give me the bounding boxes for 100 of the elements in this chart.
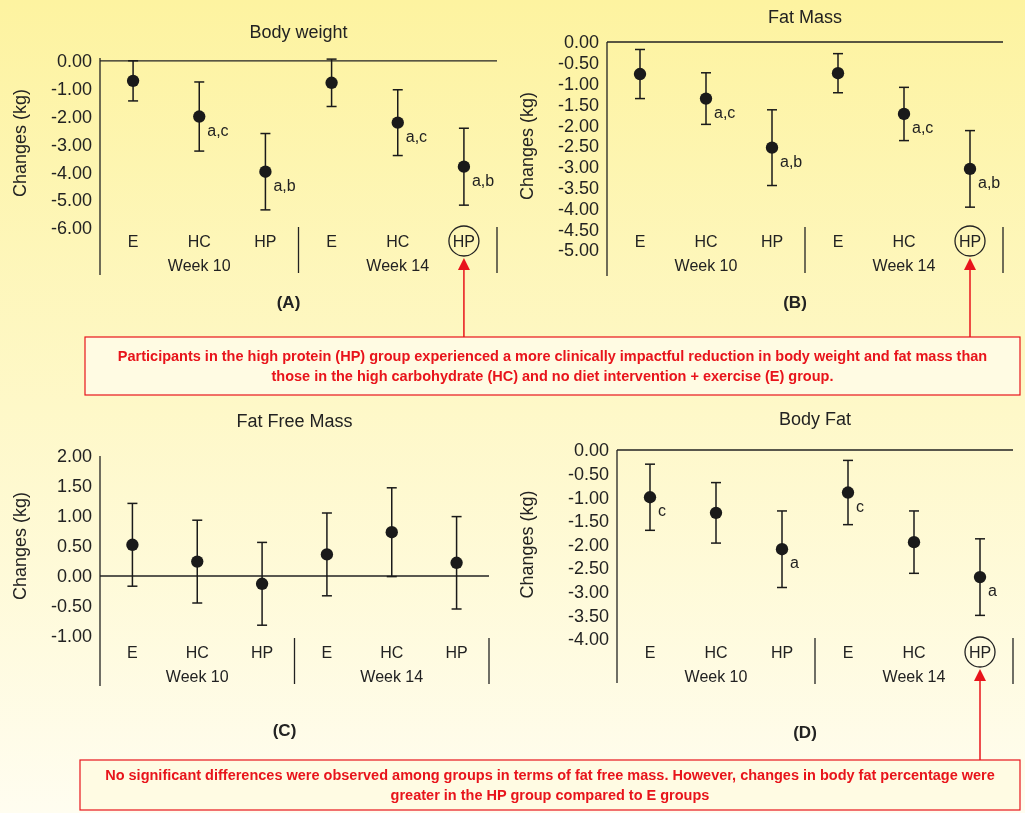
data-label: a,b: [471, 171, 495, 189]
text: Participants in the high protein (HP) group experienced a more clinically impactful reduction in body weight and fat mass than those in the high carbohydrate (HC) and no diet intervention + exercise (E) group.: [117, 348, 988, 384]
text: (B): [783, 293, 807, 312]
point: [907, 535, 921, 549]
data-label: a: [988, 582, 997, 600]
x-tick-label: E: [644, 644, 656, 661]
data-label: a,b: [273, 176, 296, 194]
x-tick-label: HP: [760, 233, 784, 250]
x-tick-label: HP: [968, 644, 992, 661]
point: [457, 160, 471, 173]
data-label: c: [658, 502, 666, 520]
y-tick-label: 0.00: [573, 440, 609, 461]
point: [963, 162, 977, 176]
x-tick-label: HC: [902, 644, 926, 661]
data-label: a,c: [912, 118, 934, 136]
x-tick-label: HC: [704, 644, 728, 661]
data-label: a,c: [207, 121, 229, 139]
x-tick-label: HP: [770, 644, 794, 661]
data-label: a,b: [978, 173, 1001, 191]
y-tick-label: 1.50: [56, 476, 92, 497]
text: Week 14: [872, 257, 936, 274]
y-tick-label: -6.00: [50, 218, 92, 239]
y-tick-label: -0.50: [50, 596, 92, 617]
data-label: c: [856, 497, 864, 515]
y-tick-label: -0.50: [557, 53, 599, 74]
x-tick-label: HC: [386, 233, 410, 250]
text: Week 14: [882, 668, 946, 685]
y-tick-label: -4.00: [567, 629, 609, 650]
chart-title: Fat Mass: [767, 7, 843, 27]
x-tick-label: HC: [185, 644, 209, 661]
point: [191, 555, 204, 568]
point: [126, 538, 139, 551]
point: [255, 577, 269, 590]
y-tick-label: -0.50: [567, 463, 609, 484]
y-axis-title: Changes (kg): [517, 91, 537, 201]
text: No significant differences were observed among groups in terms of fat free mass. However, changes in body fat percentage were greater in the HP group compared to E groups: [105, 767, 995, 803]
x-tick-label: E: [832, 233, 844, 250]
x-tick-label: HC: [380, 644, 404, 661]
y-axis-title: Changes (kg): [10, 491, 30, 601]
text: (D): [793, 723, 817, 742]
point: [973, 570, 987, 584]
data-label: a,b: [780, 152, 803, 170]
y-tick-label: -1.00: [557, 73, 599, 94]
text: Week 10: [165, 668, 229, 685]
x-tick-label: HC: [892, 233, 916, 250]
y-tick-label: -4.00: [557, 198, 599, 219]
x-tick-label: HP: [254, 233, 277, 250]
y-tick-label: -3.00: [50, 134, 92, 155]
x-tick-label: HC: [187, 233, 211, 250]
chart-title: Fat Free Mass: [236, 411, 353, 431]
y-tick-label: -2.00: [50, 106, 92, 127]
point: [126, 74, 140, 88]
y-tick-label: 0.00: [56, 51, 92, 72]
x-tick-label: E: [842, 644, 854, 661]
y-tick-label: -3.00: [567, 582, 609, 603]
y-tick-label: -3.50: [567, 605, 609, 626]
x-tick-label: E: [634, 233, 646, 250]
point: [385, 526, 398, 539]
y-axis-title: Changes (kg): [10, 88, 30, 198]
y-tick-label: -2.50: [557, 136, 599, 157]
x-tick-label: E: [127, 644, 138, 661]
data-label: a,c: [714, 103, 736, 121]
y-tick-label: -4.50: [557, 219, 599, 240]
y-tick-label: -1.00: [567, 487, 609, 508]
point: [775, 543, 789, 556]
point: [450, 556, 463, 569]
point: [320, 548, 334, 561]
x-tick-label: HP: [445, 644, 468, 661]
y-tick-label: -5.00: [557, 240, 599, 261]
x-tick-label: E: [321, 644, 333, 661]
data-label: a,c: [405, 127, 428, 145]
point: [259, 165, 272, 178]
text: Week 10: [167, 257, 231, 274]
point: [709, 506, 723, 520]
text: Week 14: [366, 257, 430, 274]
point: [699, 92, 713, 105]
y-tick-label: 0.00: [563, 32, 599, 53]
text: Week 10: [684, 668, 748, 685]
y-tick-label: -1.50: [567, 511, 609, 532]
y-tick-label: -1.00: [50, 78, 92, 99]
y-tick-label: -2.50: [567, 558, 609, 579]
x-tick-label: HP: [250, 644, 274, 661]
point: [643, 491, 657, 504]
text: (C): [272, 721, 297, 740]
x-tick-label: HP: [452, 233, 476, 250]
chart-title: Body weight: [249, 22, 348, 42]
y-tick-label: -2.00: [557, 115, 599, 136]
text: Week 10: [674, 257, 738, 274]
y-tick-label: 1.00: [56, 506, 92, 527]
point: [391, 116, 404, 129]
point: [325, 76, 338, 89]
x-tick-label: HC: [694, 233, 718, 250]
chart-title: Body Fat: [778, 409, 852, 429]
y-tick-label: -2.00: [567, 534, 609, 555]
x-tick-label: E: [326, 233, 337, 250]
point: [193, 110, 206, 123]
text: Week 14: [360, 668, 424, 685]
y-tick-label: 0.00: [56, 566, 92, 587]
y-tick-label: -3.00: [557, 157, 599, 178]
y-tick-label: -5.00: [50, 190, 92, 211]
